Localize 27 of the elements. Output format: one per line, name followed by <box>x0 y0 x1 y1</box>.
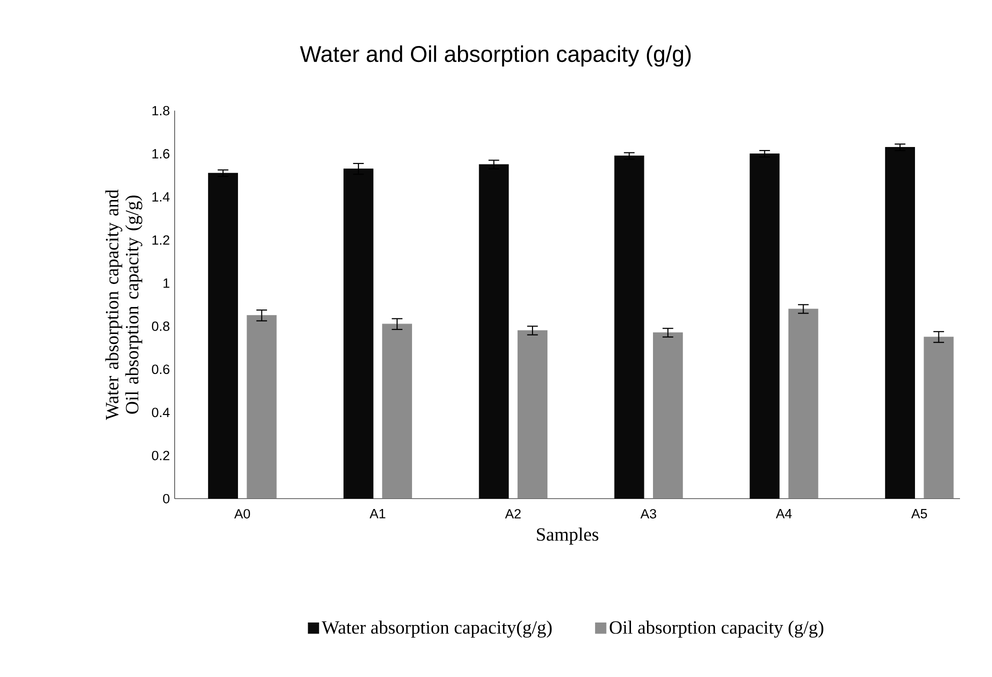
y-tick-label: 1 <box>164 278 170 288</box>
bar <box>924 336 954 499</box>
x-tick-label: A3 <box>640 508 656 518</box>
x-tick-label: A0 <box>234 508 250 518</box>
chart-title: Water and Oil absorption capacity (g/g) <box>300 45 691 66</box>
y-tick-label: 1.8 <box>152 106 170 116</box>
x-axis-title: Samples <box>536 527 598 544</box>
x-tick-label: A4 <box>776 508 792 518</box>
y-tick-label: 0 <box>163 494 170 504</box>
y-axis-title: Water absorption capacity and Oil absorption capacity (g/g) <box>105 189 142 420</box>
y-tick-label: 1.6 <box>152 148 170 158</box>
y-tick-label: 0.6 <box>152 364 170 374</box>
bar <box>382 324 412 499</box>
bar <box>652 332 683 499</box>
bar <box>518 330 548 499</box>
y-tick-label: 1.4 <box>152 192 170 202</box>
y-tick-label: 0.2 <box>152 450 170 460</box>
x-tick-label: A2 <box>505 508 521 518</box>
x-tick-label: A5 <box>911 508 927 518</box>
legend-label: Oil absorption capacity (g/g) <box>610 620 824 638</box>
bar <box>246 315 277 499</box>
y-tick-label: 0.8 <box>152 321 170 331</box>
x-tick-label: A1 <box>370 508 386 518</box>
legend-label: Water absorption capacity(g/g) <box>322 620 552 638</box>
y-tick-label: 1.2 <box>152 235 170 244</box>
bar <box>788 308 818 499</box>
y-tick-label: 0.4 <box>152 408 170 417</box>
